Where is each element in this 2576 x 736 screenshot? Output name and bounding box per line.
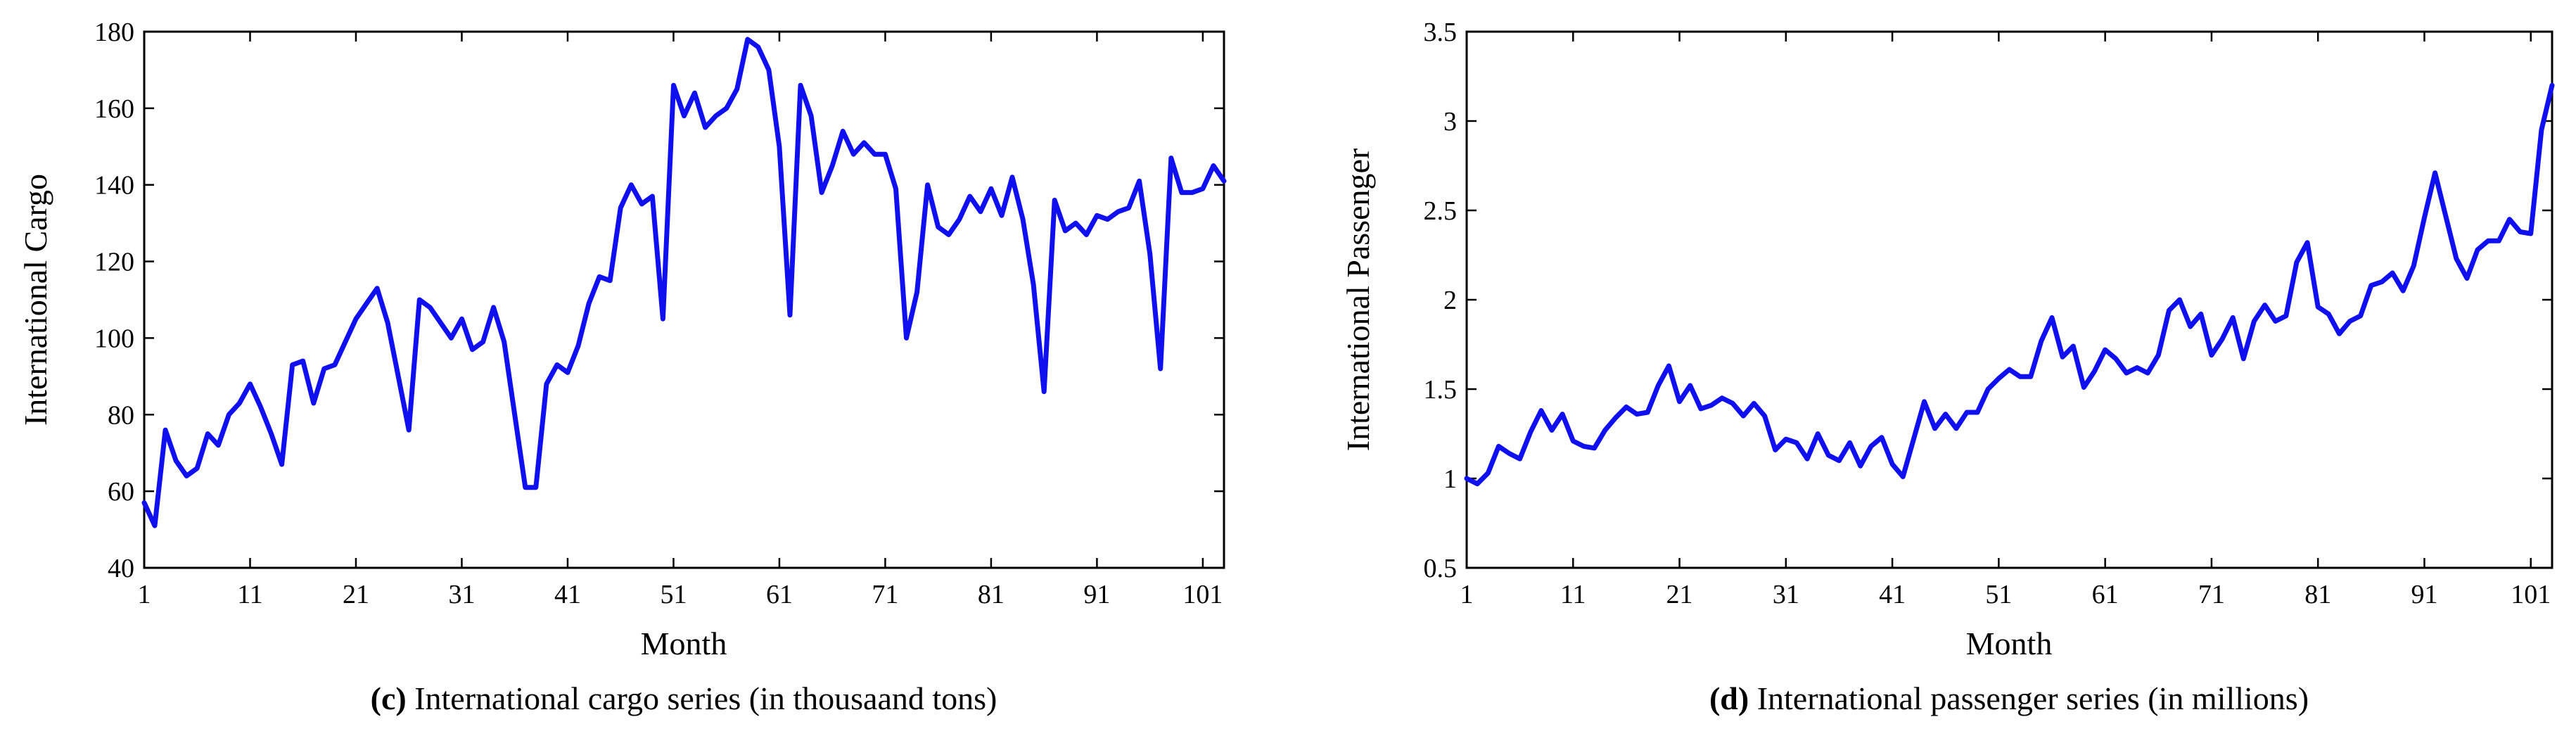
y-tick-label: 80 xyxy=(108,400,134,430)
x-axis-title: Month xyxy=(1966,626,2053,661)
x-tick-label: 21 xyxy=(343,580,369,609)
x-tick-label: 41 xyxy=(554,580,581,609)
x-tick-label: 61 xyxy=(2092,580,2119,609)
chart-panel-d: 0.511.522.533.51 11 21 31 41 51 61 71 81 91 101Int… xyxy=(1340,18,2555,716)
x-tick-label: 51 xyxy=(660,580,687,609)
y-tick-label: 140 xyxy=(94,171,134,201)
y-tick-label: 3 xyxy=(1443,107,1457,137)
x-tick-label: 91 xyxy=(2411,580,2437,609)
caption-letter: (c) xyxy=(371,680,407,716)
y-tick-label: 40 xyxy=(108,554,134,583)
y-axis-title: International Cargo xyxy=(18,174,53,426)
x-tick-label: 101 xyxy=(1182,580,1223,609)
x-tick-label: 21 xyxy=(1666,580,1693,609)
x-tick-label: 11 xyxy=(237,580,263,609)
caption-letter: (d) xyxy=(1709,680,1749,716)
y-tick-label: 2.5 xyxy=(1424,196,1458,226)
x-axis-title: Month xyxy=(641,626,727,661)
series-line xyxy=(1464,82,2555,487)
y-tick-label: 2 xyxy=(1443,286,1457,315)
x-tick-label: 31 xyxy=(448,580,475,609)
y-tick-label: 180 xyxy=(94,18,134,47)
y-tick-label: 160 xyxy=(94,94,134,124)
x-tick-label: 101 xyxy=(2511,580,2551,609)
y-tick-label: 120 xyxy=(94,248,134,277)
x-tick-label: 61 xyxy=(766,580,793,609)
x-tick-label: 41 xyxy=(1879,580,1906,609)
y-tick-label: 60 xyxy=(108,477,134,507)
plot-frame xyxy=(143,30,1225,569)
x-tick-label: 91 xyxy=(1083,580,1110,609)
x-tick-label: 51 xyxy=(1985,580,2012,609)
y-tick-label: 3.5 xyxy=(1424,18,1458,47)
plot-frame xyxy=(1465,30,2553,569)
caption-text: International passenger series (in milli… xyxy=(1749,680,2309,716)
x-tick-label: 31 xyxy=(1773,580,1799,609)
x-tick-label: 71 xyxy=(872,580,898,609)
figure-caption: (d) International passenger series (in m… xyxy=(1709,680,2309,716)
y-tick-label: 1 xyxy=(1443,464,1457,494)
x-tick-label: 11 xyxy=(1560,580,1586,609)
x-tick-label: 81 xyxy=(2304,580,2331,609)
x-tick-label: 81 xyxy=(978,580,1005,609)
x-tick-label: 1 xyxy=(1460,580,1474,609)
caption-text: International cargo series (in thousaand… xyxy=(407,680,997,716)
y-tick-label: 0.5 xyxy=(1424,554,1458,583)
x-tick-label: 71 xyxy=(2198,580,2225,609)
y-tick-label: 1.5 xyxy=(1424,375,1458,405)
x-tick-label: 1 xyxy=(138,580,151,609)
figure-caption: (c) International cargo series (in thous… xyxy=(371,680,997,716)
y-tick-label: 100 xyxy=(94,324,134,353)
y-axis-title: International Passenger xyxy=(1340,148,1376,451)
series-line xyxy=(141,37,1227,528)
